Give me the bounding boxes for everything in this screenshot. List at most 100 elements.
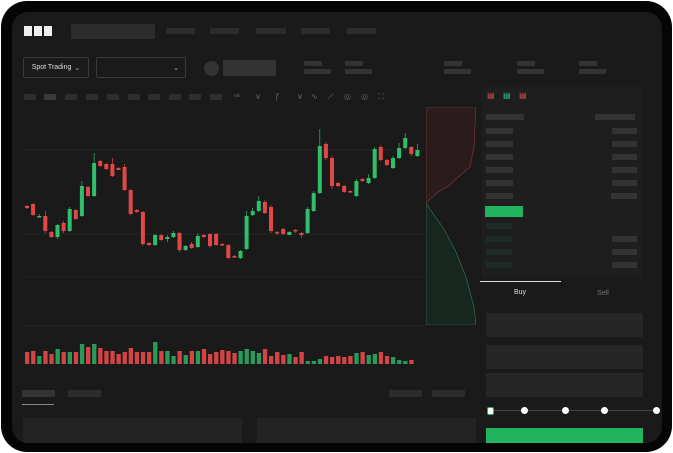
interval-button[interactable] [169, 94, 181, 100]
filter-button[interactable] [432, 390, 465, 397]
tab-order-history[interactable] [68, 390, 101, 397]
chevron-down-icon: ⌄ [74, 64, 81, 72]
volume-bar [299, 352, 304, 364]
ruler-icon[interactable]: ⟋ [328, 92, 334, 101]
volume-bar [311, 361, 316, 364]
sell-tab[interactable]: Sell [597, 290, 609, 297]
ask-price [486, 180, 513, 186]
chevron-down-icon[interactable]: ∨ [297, 92, 303, 101]
spot-trading-label: Spot Trading [31, 64, 72, 71]
candle-body [25, 206, 29, 208]
pair-select[interactable]: ⌄ [96, 57, 186, 78]
volume-bar [323, 356, 329, 364]
volume-bar [244, 349, 249, 364]
candle-body [134, 210, 139, 212]
candlestick-chart[interactable] [12, 107, 426, 375]
bids-only-icon[interactable]: ▤ [503, 91, 511, 100]
volume-bar [360, 352, 365, 364]
nav-item[interactable] [166, 28, 195, 34]
interval-button[interactable] [65, 94, 77, 100]
volume-bar [159, 351, 164, 364]
volume-bar [37, 356, 42, 364]
buy-tab[interactable]: Buy [513, 289, 527, 296]
interval-button[interactable] [210, 94, 222, 100]
candle-body [147, 243, 151, 245]
slider-stop[interactable] [562, 407, 569, 414]
candle-body [43, 216, 48, 231]
compare-icon[interactable]: ∨ [255, 92, 261, 101]
okx-logo[interactable] [24, 26, 52, 36]
volume-bar [262, 349, 268, 364]
volume-bar [232, 353, 237, 364]
depth-chart [426, 107, 476, 325]
nav-item[interactable] [210, 28, 239, 34]
volume-bar [354, 353, 359, 364]
interval-button[interactable] [44, 94, 56, 100]
candle-body [262, 202, 267, 213]
candle-body [208, 234, 212, 246]
candle-body [244, 216, 249, 249]
candle-body [342, 186, 347, 192]
line-icon[interactable]: ∿ [311, 92, 318, 101]
interval-button[interactable] [128, 94, 140, 100]
active-tab-indicator [22, 404, 54, 405]
bid-size [612, 262, 637, 268]
candle-body [348, 191, 353, 193]
interval-button[interactable] [24, 94, 36, 100]
candle-body [165, 237, 170, 239]
interval-button[interactable] [148, 94, 160, 100]
slider-stop[interactable] [521, 407, 528, 414]
settings-icon[interactable]: ◎ [361, 92, 368, 101]
candle-body [305, 209, 310, 233]
candle-body [330, 158, 334, 186]
spot-trading-dropdown[interactable]: Spot Trading ⌄ [23, 57, 89, 78]
candle-body [116, 168, 121, 170]
interval-button[interactable] [107, 94, 119, 100]
slider-stop[interactable] [601, 407, 608, 414]
candle-body [281, 229, 286, 234]
interval-button[interactable] [86, 94, 98, 100]
volume-bar [128, 348, 133, 364]
coin-icon [204, 61, 219, 76]
percent-slider-track[interactable] [490, 410, 658, 411]
interval-button[interactable] [189, 94, 201, 100]
volume-bar [79, 344, 85, 364]
volume-bar [250, 351, 255, 364]
nav-item[interactable] [256, 28, 286, 34]
candle-body [287, 232, 292, 235]
formula-icon[interactable]: ƒ [275, 92, 280, 101]
slider-stop[interactable] [653, 407, 660, 414]
asks-only-icon[interactable]: ▤ [519, 91, 527, 100]
filter-button[interactable] [389, 390, 422, 397]
stat-label [444, 61, 462, 66]
candle-body [73, 210, 78, 219]
volume-bar [256, 353, 262, 364]
candle-body [110, 164, 115, 176]
indicator-icon[interactable]: ᵛᵃ [234, 92, 240, 101]
amount-input[interactable] [486, 345, 643, 369]
volume-bar [397, 360, 402, 364]
candle-body [323, 144, 328, 158]
orderbook-header [595, 114, 635, 120]
stat-value [444, 69, 471, 74]
both-sides-icon[interactable]: ▤ [487, 91, 495, 100]
volume-bar [189, 351, 194, 364]
nav-item[interactable] [347, 28, 376, 34]
last-price-badge [485, 206, 523, 217]
buy-button[interactable] [486, 428, 643, 443]
candle-body [79, 186, 84, 216]
camera-icon[interactable]: ◎ [344, 92, 351, 101]
nav-item[interactable] [301, 28, 330, 34]
candle-body [92, 163, 97, 196]
price-input[interactable] [486, 313, 643, 337]
candle-body [104, 164, 109, 169]
ask-size [612, 141, 637, 147]
ask-price [486, 141, 513, 147]
candle-body [317, 146, 322, 193]
search-bar[interactable] [71, 24, 155, 39]
stat-label [579, 61, 597, 66]
total-input[interactable] [486, 373, 643, 397]
slider-handle[interactable] [487, 407, 494, 415]
tab-open-orders[interactable] [22, 390, 55, 397]
fullscreen-icon[interactable]: ⛶ [378, 92, 384, 101]
